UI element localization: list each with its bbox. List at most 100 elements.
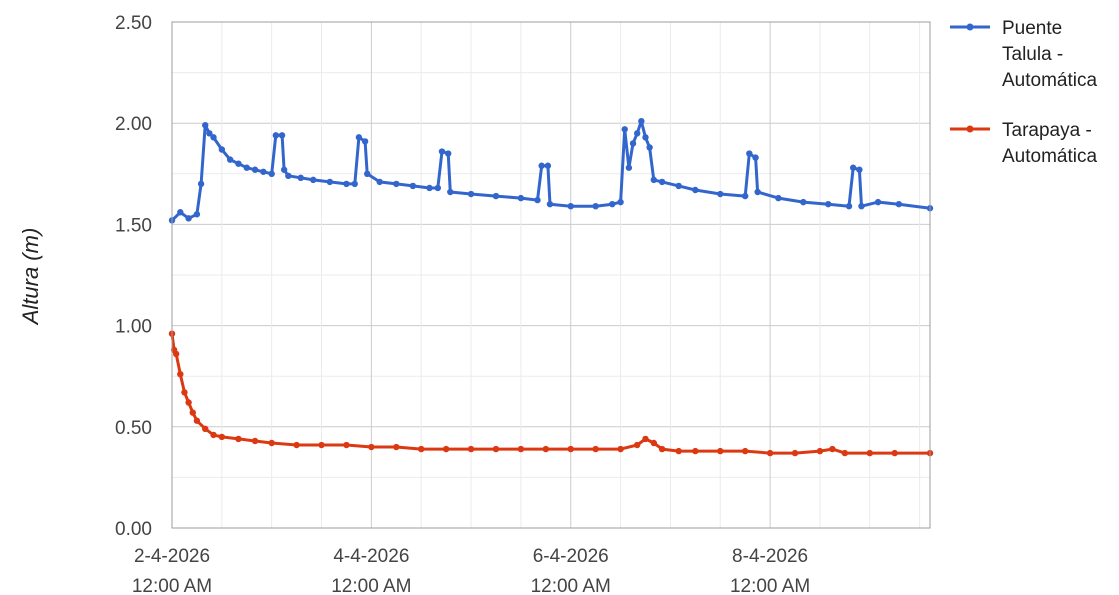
data-point-puente-talula (717, 190, 724, 198)
data-point-puente-talula (235, 160, 242, 167)
series-line-tarapaya (170, 333, 930, 455)
data-point-puente-talula (409, 182, 417, 190)
data-point-puente-talula (874, 198, 882, 206)
data-point-tarapaya (642, 435, 649, 443)
data-point-puente-talula (658, 178, 666, 186)
data-point-tarapaya (251, 437, 259, 445)
data-point-tarapaya (189, 409, 196, 416)
data-point-puente-talula (278, 132, 286, 139)
data-point-puente-talula (692, 186, 699, 194)
data-point-puente-talula (197, 180, 205, 188)
legend-label-puente-talula: Puente (1002, 18, 1062, 39)
data-point-puente-talula (467, 190, 475, 198)
data-point-tarapaya (617, 445, 624, 453)
y-axis-label: Altura (m) (18, 228, 43, 327)
data-point-puente-talula (629, 140, 637, 147)
data-point-puente-talula (800, 198, 807, 206)
data-point-puente-talula (206, 130, 213, 137)
data-point-tarapaya (542, 445, 550, 453)
data-point-tarapaya (442, 445, 450, 453)
data-point-tarapaya (766, 449, 774, 457)
y-tick-label: 0.00 (115, 519, 152, 540)
data-point-tarapaya (218, 433, 226, 441)
y-tick-label: 0.50 (115, 418, 152, 439)
data-point-puente-talula (326, 178, 334, 186)
legend-marker-puente-talula (966, 23, 974, 31)
y-tick-label: 2.00 (115, 114, 152, 135)
data-point-puente-talula (592, 202, 599, 210)
data-point-puente-talula (210, 134, 217, 141)
legend-label-tarapaya: Tarapaya - (1002, 120, 1092, 141)
data-point-puente-talula (243, 164, 250, 171)
data-point-puente-talula (638, 117, 645, 125)
data-point-puente-talula (856, 166, 863, 173)
data-point-puente-talula (364, 170, 371, 177)
x-tick-label: 4-4-2026 (333, 546, 409, 567)
data-point-puente-talula (642, 134, 649, 141)
data-point-tarapaya (193, 417, 201, 424)
data-point-tarapaya (650, 439, 657, 447)
data-point-tarapaya (210, 431, 217, 439)
data-point-tarapaya (418, 445, 425, 453)
data-point-puente-talula (272, 132, 280, 139)
x-tick-label: 8-4-2026 (732, 546, 808, 567)
data-point-tarapaya (717, 447, 724, 455)
x-tick-label: 12:00 AM (531, 576, 611, 595)
data-point-puente-talula (376, 178, 383, 186)
data-point-tarapaya (592, 445, 599, 453)
data-point-puente-talula (343, 180, 350, 188)
data-point-puente-talula (544, 162, 552, 169)
y-tick-label: 1.50 (115, 215, 152, 236)
data-point-puente-talula (633, 130, 641, 137)
data-point-puente-talula (218, 146, 226, 153)
data-point-tarapaya (268, 439, 275, 447)
legend-label-tarapaya: Automática (1002, 146, 1097, 167)
data-point-tarapaya (816, 447, 824, 455)
data-point-puente-talula (434, 184, 442, 192)
data-point-tarapaya (658, 445, 666, 453)
legend-label-puente-talula: Talula - (1002, 44, 1063, 65)
data-point-puente-talula (351, 180, 358, 188)
data-point-puente-talula (849, 164, 857, 171)
data-point-puente-talula (646, 144, 653, 151)
data-point-puente-talula (492, 192, 500, 200)
data-point-tarapaya (343, 441, 350, 449)
data-point-puente-talula (845, 202, 853, 210)
data-point-puente-talula (445, 150, 452, 157)
data-point-tarapaya (202, 425, 209, 433)
data-point-puente-talula (534, 196, 541, 204)
data-point-puente-talula (226, 156, 234, 163)
data-point-tarapaya (368, 443, 375, 451)
legend[interactable]: Puente Talula - Automática Tarapaya - Automá… (950, 18, 1097, 167)
data-point-tarapaya (293, 441, 300, 449)
data-point-puente-talula (393, 180, 400, 188)
y-axis-ticks: 0.00 0.50 1.00 1.50 2.00 2.50 (115, 13, 152, 540)
data-point-tarapaya (181, 389, 188, 396)
data-point-tarapaya (185, 399, 192, 406)
data-point-puente-talula (280, 166, 288, 173)
data-point-puente-talula (546, 200, 554, 208)
data-point-puente-talula (185, 215, 192, 222)
data-point-tarapaya (866, 449, 873, 457)
data-point-puente-talula (355, 134, 363, 141)
data-point-puente-talula (285, 172, 292, 180)
data-point-tarapaya (172, 350, 180, 358)
data-point-puente-talula (260, 168, 267, 175)
data-point-puente-talula (177, 209, 184, 216)
data-point-tarapaya (791, 449, 799, 457)
data-point-tarapaya (177, 370, 184, 378)
data-point-puente-talula (895, 200, 903, 208)
data-point-tarapaya (393, 443, 400, 451)
data-point-puente-talula (752, 154, 759, 161)
data-point-puente-talula (609, 200, 616, 208)
data-point-puente-talula (650, 176, 657, 184)
data-point-tarapaya (517, 445, 525, 453)
data-point-puente-talula (426, 184, 433, 192)
data-point-tarapaya (741, 447, 749, 455)
data-point-tarapaya (891, 449, 898, 457)
plot-frame (171, 21, 931, 529)
legend-marker-tarapaya (966, 125, 974, 133)
legend-label-puente-talula: Automática (1002, 70, 1097, 91)
data-point-puente-talula (251, 166, 259, 173)
